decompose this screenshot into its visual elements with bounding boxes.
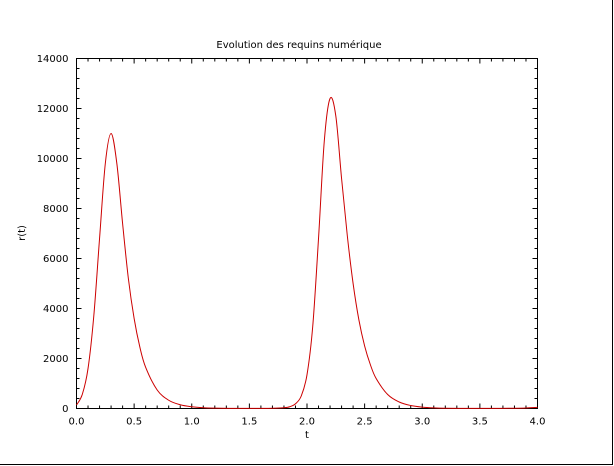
y-tick-label: 8000	[43, 204, 68, 215]
x-axis-ticks: 0.0 0.5 1.0 1.5 2.0 2.5 3.0 3.5 4.0	[69, 58, 546, 428]
x-tick-label: 2.5	[357, 417, 373, 428]
y-tick-label: 12000	[37, 104, 69, 115]
x-axis-label: t	[305, 430, 309, 441]
x-tick-label: 4.0	[530, 417, 546, 428]
y-tick-label: 0	[62, 404, 68, 415]
plot-frame	[76, 58, 538, 409]
y-tick-label: 6000	[43, 254, 68, 265]
y-axis-label: r(t)	[17, 225, 28, 241]
x-tick-label: 3.5	[472, 417, 488, 428]
x-tick-label: 0.5	[126, 417, 142, 428]
x-tick-label: 1.5	[241, 417, 257, 428]
y-axis-ticks: 0 2000 4000 6000 8000 10000 12000 14000	[37, 54, 538, 415]
x-tick-label: 0.0	[69, 417, 85, 428]
x-tick-label: 3.0	[414, 417, 430, 428]
y-tick-label: 14000	[37, 54, 69, 65]
y-tick-label: 10000	[37, 154, 69, 165]
x-tick-label: 1.0	[184, 417, 200, 428]
y-tick-label: 2000	[43, 354, 68, 365]
x-tick-label: 2.0	[299, 417, 315, 428]
plot-area	[76, 58, 538, 409]
chart-title: Evolution des requins numérique	[216, 39, 381, 51]
series-layer	[76, 97, 538, 409]
series-line	[76, 97, 538, 409]
y-tick-label: 4000	[43, 304, 68, 315]
